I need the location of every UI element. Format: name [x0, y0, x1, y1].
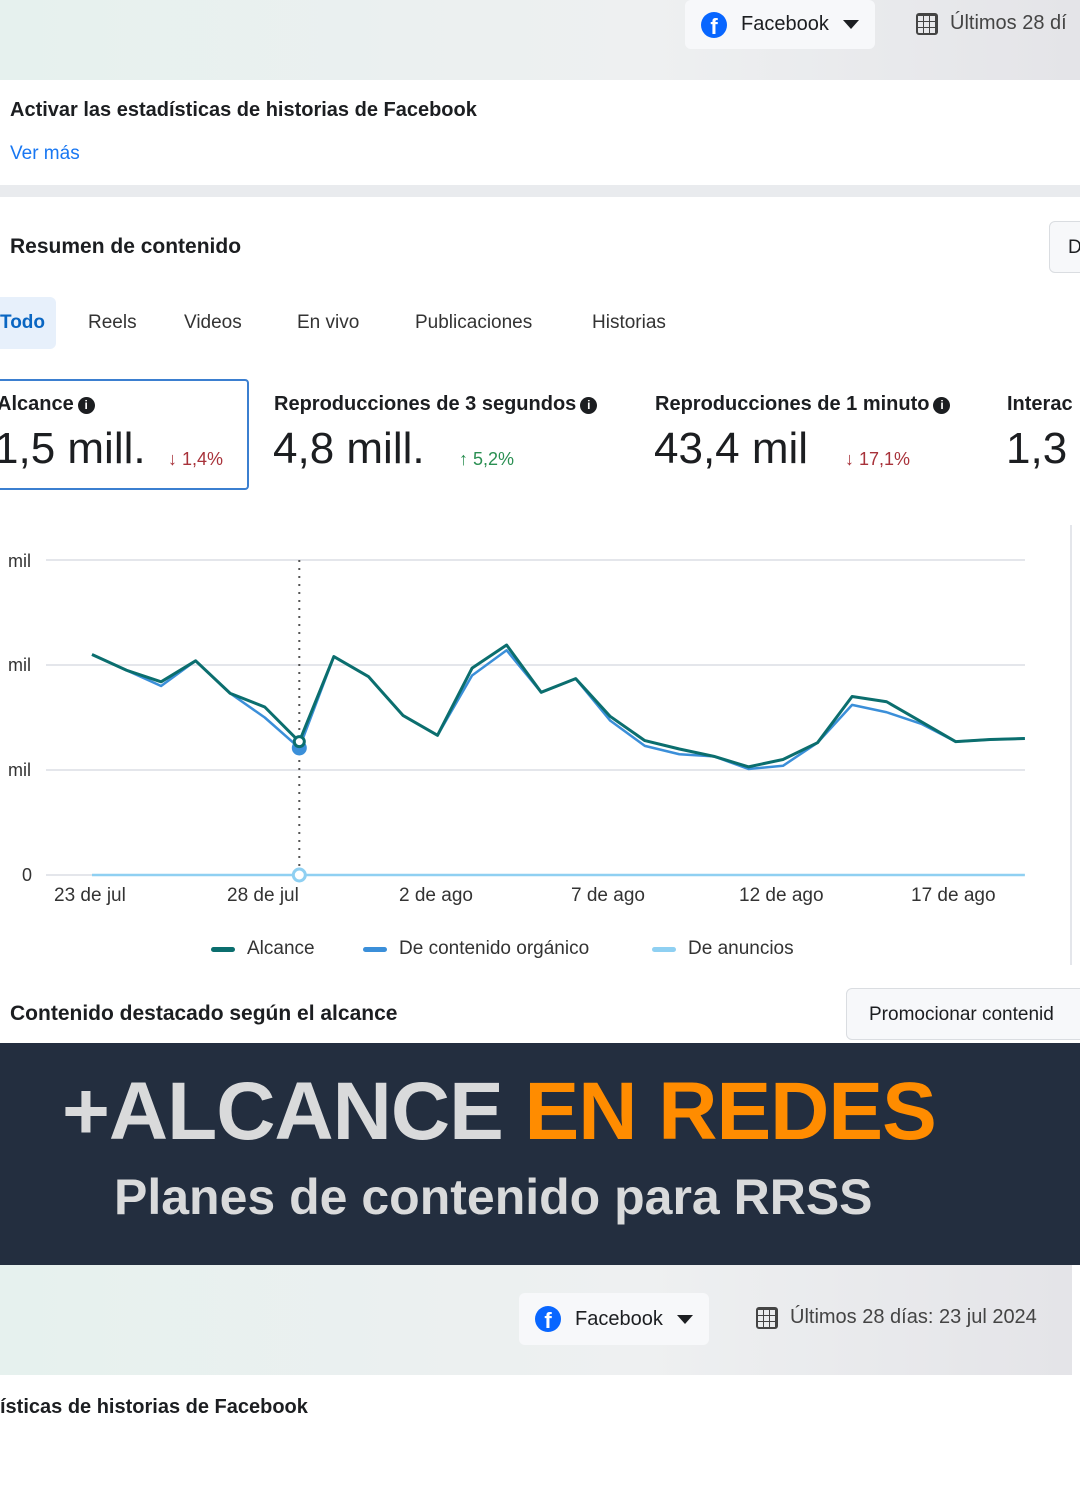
date-range-label: Últimos 28 dí: [950, 12, 1067, 34]
summary-options-button[interactable]: D: [1049, 221, 1080, 273]
legend-label: De anuncios: [688, 938, 794, 959]
metric-label-text: Reproducciones de 1 minuto: [655, 393, 930, 415]
tab-videos[interactable]: Videos: [184, 312, 242, 333]
tab-todo[interactable]: Todo: [0, 297, 56, 349]
metric-value-3s: 4,8 mill.: [273, 424, 425, 473]
platform-selector[interactable]: f Facebook: [685, 0, 875, 49]
tab-en-vivo[interactable]: En vivo: [297, 312, 360, 333]
legend-swatch: [363, 946, 387, 952]
metric-change-alcance: ↓ 1,4%: [168, 449, 224, 469]
reach-line-chart: [46, 559, 1025, 883]
caret-down-icon: [676, 1314, 693, 1324]
stories-title-bottom: ísticas de historias de Facebook: [0, 1396, 308, 1418]
metric-change-1m: ↓ 17,1%: [845, 449, 911, 469]
legend-label: Alcance: [247, 938, 315, 959]
tab-historias[interactable]: Historias: [592, 312, 666, 333]
legend-organico[interactable]: De contenido orgánico: [363, 938, 589, 960]
x-tick-label: 12 de ago: [739, 885, 824, 906]
info-icon[interactable]: i: [77, 397, 95, 414]
tab-reels[interactable]: Reels: [88, 312, 137, 333]
metric-label-alcance: Alcance i: [0, 393, 95, 416]
legend-label: De contenido orgánico: [399, 938, 590, 959]
series-line-1: [91, 649, 1025, 771]
promo-subheadline: Planes de contenido para RRSS: [114, 1169, 873, 1225]
summary-title: Resumen de contenido: [10, 235, 242, 258]
x-tick-label: 2 de ago: [399, 885, 473, 906]
metric-label-1m: Reproducciones de 1 minuto i: [655, 393, 951, 416]
legend-swatch: [652, 946, 676, 952]
legend-anuncios[interactable]: De anuncios: [652, 938, 794, 960]
info-icon[interactable]: i: [933, 397, 951, 414]
x-tick-label: 17 de ago: [911, 885, 996, 906]
caret-down-icon: [842, 20, 859, 29]
info-icon[interactable]: i: [580, 397, 598, 414]
metric-value-interactions: 1,3: [1006, 424, 1068, 473]
metric-label-text: Reproducciones de 3 segundos: [274, 393, 577, 415]
legend-alcance[interactable]: Alcance: [211, 938, 315, 960]
metric-label-interactions: Interac: [1007, 393, 1073, 415]
data-point[interactable]: [292, 735, 306, 749]
date-range-selector[interactable]: Últimos 28 dí: [916, 12, 1067, 35]
y-tick-label: mil: [8, 655, 31, 675]
top-header: [0, 0, 1080, 80]
promote-content-button[interactable]: Promocionar contenid: [846, 988, 1080, 1040]
metric-label-text: Alcance: [0, 393, 74, 415]
platform-label: Facebook: [575, 1307, 663, 1330]
scrollbar[interactable]: [1070, 525, 1072, 965]
platform-label: Facebook: [741, 13, 829, 35]
facebook-icon: f: [535, 1306, 561, 1332]
y-tick-label: mil: [8, 551, 31, 571]
see-more-link[interactable]: Ver más: [10, 143, 80, 164]
date-range-label: Últimos 28 días: 23 jul 2024: [790, 1306, 1037, 1328]
x-tick-label: 7 de ago: [571, 885, 645, 906]
series-line-0: [91, 643, 1025, 769]
facebook-icon: f: [701, 11, 727, 38]
date-range-selector-bottom[interactable]: Últimos 28 días: 23 jul 2024: [756, 1306, 1037, 1329]
metric-change-3s: ↑ 5,2%: [459, 449, 515, 469]
metric-card-alcance[interactable]: [0, 379, 249, 490]
promo-banner: +ALCANCE EN REDES Planes de contenido pa…: [0, 1043, 1080, 1265]
stories-title: Activar las estadísticas de historias de…: [10, 99, 477, 121]
headline-part1: +ALCANCE: [62, 1066, 525, 1157]
metric-value-alcance: 1,5 mill.: [0, 424, 146, 473]
calendar-icon: [756, 1306, 778, 1329]
y-tick-label: mil: [8, 760, 31, 780]
calendar-icon: [916, 12, 938, 35]
legend-swatch: [211, 946, 235, 952]
featured-title: Contenido destacado según el alcance: [10, 1002, 398, 1025]
promo-headline: +ALCANCE EN REDES: [62, 1065, 937, 1159]
metric-label-3s: Reproducciones de 3 segundos i: [274, 393, 598, 416]
headline-part2: EN REDES: [524, 1066, 937, 1157]
metric-value-1m: 43,4 mil: [654, 424, 809, 473]
y-tick-label: 0: [22, 865, 33, 885]
divider: [0, 185, 1080, 197]
x-tick-label: 23 de jul: [54, 885, 126, 906]
x-tick-label: 28 de jul: [227, 885, 299, 906]
data-point[interactable]: [291, 867, 307, 883]
platform-selector-bottom[interactable]: f Facebook: [519, 1293, 709, 1345]
tab-publicaciones[interactable]: Publicaciones: [415, 312, 533, 333]
